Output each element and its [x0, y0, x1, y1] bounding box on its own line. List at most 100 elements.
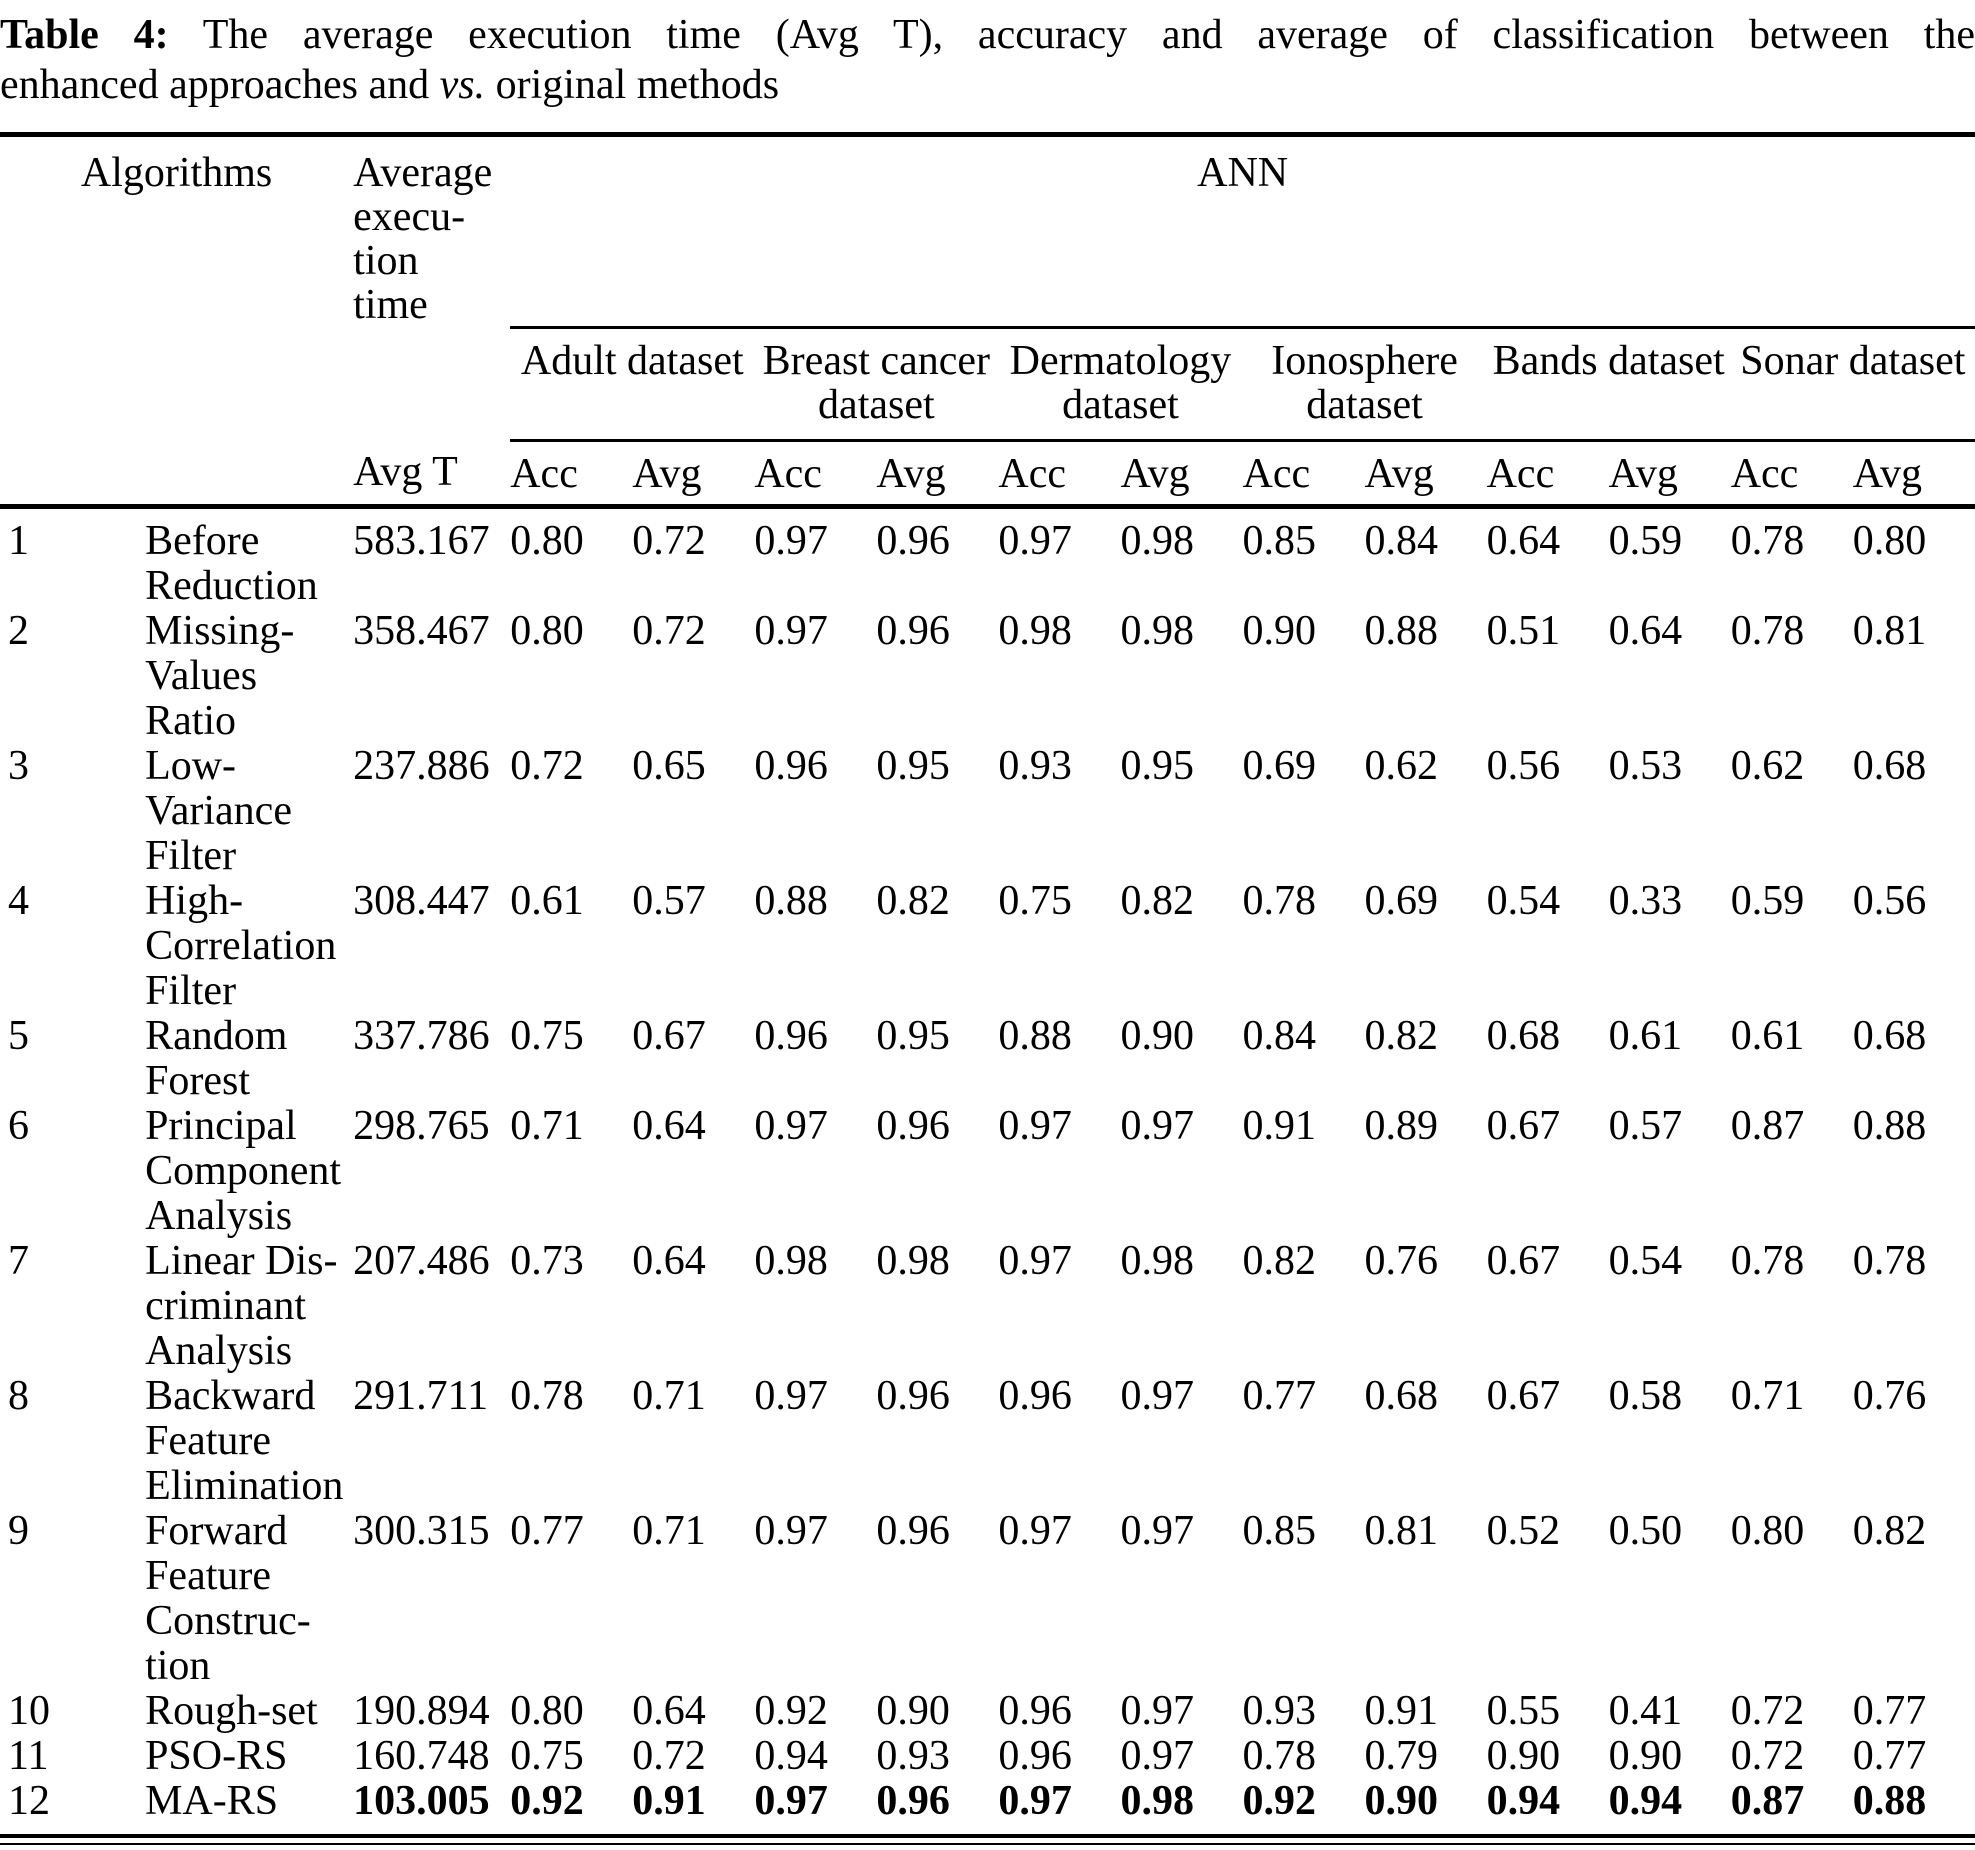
metric-value: 0.71	[632, 1372, 706, 1419]
metric-value: 0.96	[754, 742, 828, 789]
metric-value: 0.94	[754, 1732, 828, 1779]
metric-header-avg-4: Avg	[1608, 440, 1731, 509]
metric-value: 0.67	[1486, 1372, 1561, 1419]
metric-value: 0.88	[754, 877, 828, 924]
metric-value: 0.71	[510, 1102, 584, 1149]
metric-value: 0.56	[1486, 742, 1561, 789]
algorithm-name: Before Reduction	[145, 517, 318, 609]
algorithm-name: Random Forest	[145, 1012, 288, 1104]
metric-header-avg-1: Avg	[876, 440, 999, 509]
metric-value: 0.71	[632, 1507, 706, 1554]
metric-value: 0.51	[1486, 607, 1561, 654]
algorithm-name: PSO-RS	[145, 1732, 288, 1779]
dataset-header-4: Bands dataset	[1486, 327, 1731, 442]
metric-value: 0.61	[510, 877, 584, 924]
metric-value: 0.97	[754, 607, 828, 654]
metric-value: 0.92	[510, 1777, 584, 1824]
table-row: 3 Low- Variance Filter 237.886 0.72 0.65 0.96…	[0, 742, 1975, 879]
header-row-groups: Algorithms Average execu- tion time ANN	[0, 134, 1975, 329]
metric-value: 0.98	[1120, 607, 1194, 654]
metric-value: 0.68	[1852, 1012, 1927, 1059]
metric-value: 0.80	[1730, 1507, 1805, 1554]
algorithm-name: Rough-set	[145, 1687, 318, 1734]
metric-value: 0.97	[998, 1237, 1072, 1284]
metric-value: 0.64	[1608, 607, 1683, 654]
metric-value: 0.62	[1364, 742, 1439, 789]
metric-value: 0.53	[1608, 742, 1683, 789]
algorithm-name: Forward Feature Construc- tion	[145, 1507, 311, 1689]
metric-value: 0.54	[1608, 1237, 1683, 1284]
metric-value: 0.78	[1242, 1732, 1317, 1779]
metric-value: 0.73	[510, 1237, 584, 1284]
dataset-header-0: Adult dataset	[510, 327, 755, 442]
metric-value: 0.97	[1120, 1507, 1194, 1554]
metric-value: 0.59	[1730, 877, 1805, 924]
metric-value: 0.88	[1852, 1777, 1927, 1824]
metric-value: 0.65	[632, 742, 706, 789]
metric-value: 0.90	[876, 1687, 950, 1734]
caption-vs-italic: vs.	[439, 62, 486, 108]
metric-value: 0.97	[754, 1372, 828, 1419]
metric-value: 0.62	[1730, 742, 1805, 789]
metric-value: 0.59	[1608, 517, 1683, 564]
metric-value: 0.93	[998, 742, 1072, 789]
row-number: 6	[8, 1102, 29, 1149]
metric-value: 0.97	[1120, 1687, 1194, 1734]
avg-t-value: 308.447	[353, 877, 490, 924]
metric-header-acc-1: Acc	[754, 440, 877, 509]
metric-header-avg-2: Avg	[1120, 440, 1243, 509]
metric-header-acc-5: Acc	[1730, 440, 1853, 509]
metric-value: 0.98	[1120, 1237, 1194, 1284]
metric-value: 0.96	[876, 1507, 950, 1554]
metric-header-acc-2: Acc	[998, 440, 1121, 509]
metric-header-acc-0: Acc	[510, 440, 633, 509]
metric-value: 0.85	[1242, 1507, 1317, 1554]
metric-value: 0.75	[510, 1012, 584, 1059]
metric-value: 0.78	[1730, 1237, 1805, 1284]
metric-value: 0.98	[998, 607, 1072, 654]
metric-value: 0.91	[1242, 1102, 1317, 1149]
row-number: 4	[8, 877, 29, 924]
table-row: 9 Forward Feature Construc- tion 300.315 0.…	[0, 1507, 1975, 1689]
table-row: 12 MA-RS 103.005 0.92 0.91 0.97 0.96 0.97 0.98 0.…	[0, 1777, 1975, 1836]
metric-value: 0.78	[510, 1372, 584, 1419]
avg-t-value: 337.786	[353, 1012, 490, 1059]
metric-value: 0.84	[1364, 517, 1439, 564]
metric-value: 0.41	[1608, 1687, 1683, 1734]
metric-value: 0.80	[510, 1687, 584, 1734]
metric-value: 0.64	[1486, 517, 1561, 564]
metric-value: 0.93	[1242, 1687, 1317, 1734]
caption-text-2b: original methods	[495, 62, 780, 108]
avg-t-value: 298.765	[353, 1102, 490, 1149]
metric-value: 0.57	[1608, 1102, 1683, 1149]
metric-value: 0.98	[754, 1237, 828, 1284]
metric-value: 0.90	[1120, 1012, 1194, 1059]
row-number: 10	[8, 1687, 50, 1734]
metric-value: 0.96	[876, 1102, 950, 1149]
metric-value: 0.84	[1242, 1012, 1317, 1059]
metric-value: 0.72	[632, 517, 706, 564]
metric-value: 0.98	[876, 1237, 950, 1284]
metric-value: 0.92	[754, 1687, 828, 1734]
table-row: 10 Rough-set 190.894 0.80 0.64 0.92 0.90 0.96 0.…	[0, 1687, 1975, 1734]
algorithm-name: Backward Feature Elimination	[145, 1372, 344, 1509]
metric-value: 0.76	[1364, 1237, 1439, 1284]
metric-value: 0.96	[998, 1732, 1072, 1779]
spacer-cell	[0, 327, 353, 440]
avg-t-header: Avg T	[353, 440, 511, 509]
metric-value: 0.80	[1852, 517, 1927, 564]
metric-value: 0.93	[876, 1732, 950, 1779]
avg-exec-time-header: Average execu- tion time	[353, 150, 493, 328]
results-table: Algorithms Average execu- tion time ANN …	[0, 132, 1975, 1838]
metric-value: 0.82	[1852, 1507, 1927, 1554]
avg-t-value: 291.711	[353, 1372, 489, 1419]
algorithm-name: Principal Component Analysis	[145, 1102, 342, 1239]
metric-value: 0.72	[1730, 1687, 1805, 1734]
metric-value: 0.97	[754, 517, 828, 564]
caption-label: Table 4:	[0, 12, 169, 58]
metric-value: 0.97	[998, 1102, 1072, 1149]
avg-t-value: 190.894	[353, 1687, 490, 1734]
metric-value: 0.97	[1120, 1372, 1194, 1419]
algorithm-name: Missing- Values Ratio	[145, 607, 295, 744]
metric-value: 0.90	[1364, 1777, 1439, 1824]
